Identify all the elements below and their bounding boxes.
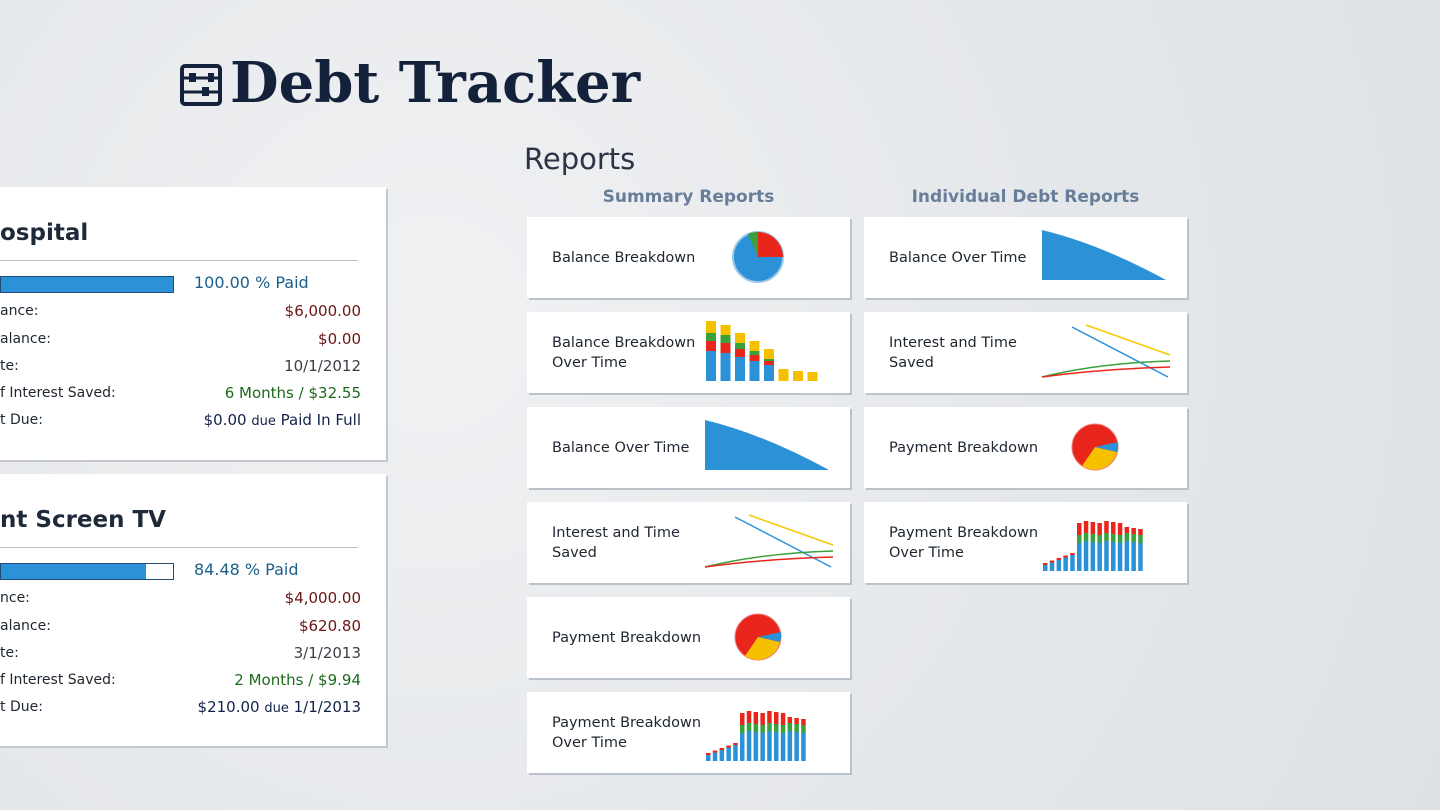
value-part: 1/1/2013 xyxy=(293,698,361,716)
percent-paid: 100.00 % Paid xyxy=(194,273,309,292)
value-part: 10/1/2012 xyxy=(284,357,361,375)
report-tile[interactable]: Balance Breakdown xyxy=(527,217,850,298)
row-value: $6,000.00 xyxy=(285,302,361,320)
row-value: $620.80 xyxy=(299,617,361,635)
report-icon xyxy=(704,514,834,568)
divider xyxy=(0,547,358,548)
divider xyxy=(0,260,358,261)
report-icon xyxy=(732,231,784,283)
report-tile[interactable]: Payment Breakdown Over Time xyxy=(527,692,850,773)
row-label: alance: xyxy=(0,331,51,347)
percent-paid: 84.48 % Paid xyxy=(194,560,299,579)
tile-label: Balance Over Time xyxy=(889,249,1027,266)
row-value: $4,000.00 xyxy=(285,589,361,607)
value-part: $9.94 xyxy=(318,671,361,689)
report-tile[interactable]: Interest and Time Saved xyxy=(864,312,1187,393)
report-tile[interactable]: Balance Breakdown Over Time xyxy=(527,312,850,393)
row-label: t Due: xyxy=(0,412,43,428)
reports-title: Reports xyxy=(524,142,636,176)
report-icon xyxy=(734,613,782,661)
progress-fill xyxy=(1,277,173,292)
report-tile[interactable]: Balance Over Time xyxy=(527,407,850,488)
debt-name: ospital xyxy=(0,220,89,246)
progress-bar xyxy=(0,276,174,293)
row-value: 3/1/2013 xyxy=(294,644,361,662)
tile-label: Interest and Time Saved xyxy=(889,334,1017,371)
report-icon xyxy=(1071,423,1119,471)
tile-label: Payment Breakdown xyxy=(552,629,702,646)
value-part: 6 Months xyxy=(224,384,294,402)
row-value: $0.00 due Paid In Full xyxy=(204,411,361,429)
tile-label: Payment Breakdown xyxy=(889,439,1039,456)
debt-card: ospital 100.00 % Paid ance: $6,000.00 alance… xyxy=(0,187,386,460)
report-tile[interactable]: Payment Breakdown xyxy=(527,597,850,678)
tile-label: Balance Over Time xyxy=(552,439,690,456)
value-part: due xyxy=(264,701,289,716)
report-icon xyxy=(706,711,806,761)
row-value: $210.00 due 1/1/2013 xyxy=(198,698,361,716)
row-label: te: xyxy=(0,358,19,374)
row-value: 2 Months / $9.94 xyxy=(234,671,361,689)
report-icon xyxy=(1043,521,1143,571)
report-icon xyxy=(1042,230,1166,280)
row-value: $0.00 xyxy=(318,330,361,348)
value-part: due xyxy=(251,414,276,429)
progress-bar xyxy=(0,563,174,580)
tile-label: Balance Breakdown xyxy=(552,249,696,266)
report-icon xyxy=(706,321,818,381)
row-label: ance: xyxy=(0,303,39,319)
app-title: Debt Tracker xyxy=(180,50,640,116)
tile-label: Balance Breakdown Over Time xyxy=(552,334,696,371)
debt-name: nt Screen TV xyxy=(0,507,166,533)
row-label: te: xyxy=(0,645,19,661)
value-part: / xyxy=(298,384,304,402)
row-value: 10/1/2012 xyxy=(284,357,361,375)
value-part: $6,000.00 xyxy=(284,302,361,320)
value-part: $32.55 xyxy=(308,384,362,402)
value-part: $0.00 xyxy=(203,411,247,429)
report-tile[interactable]: Payment Breakdown xyxy=(864,407,1187,488)
column-heading: Individual Debt Reports xyxy=(911,187,1140,207)
value-part: / xyxy=(308,671,314,689)
row-label: nce: xyxy=(0,590,30,606)
value-part: 2 Months xyxy=(234,671,304,689)
report-icon xyxy=(1041,324,1171,378)
value-part: $620.80 xyxy=(298,617,361,635)
tile-label: Interest and Time Saved xyxy=(552,524,680,561)
row-value: 6 Months / $32.55 xyxy=(225,384,361,402)
report-tile[interactable]: Balance Over Time xyxy=(864,217,1187,298)
row-label: t Due: xyxy=(0,699,43,715)
app-icon xyxy=(180,64,222,106)
row-label: f Interest Saved: xyxy=(0,385,116,401)
tile-label: Payment Breakdown Over Time xyxy=(889,524,1039,561)
column-heading: Summary Reports xyxy=(602,187,775,207)
value-part: $4,000.00 xyxy=(284,589,361,607)
progress-fill xyxy=(1,564,147,579)
value-part: $210.00 xyxy=(197,698,260,716)
report-tile[interactable]: Interest and Time Saved xyxy=(527,502,850,583)
title-text: Debt Tracker xyxy=(230,50,641,116)
value-part: Paid In Full xyxy=(280,411,361,429)
row-label: f Interest Saved: xyxy=(0,672,116,688)
report-tile[interactable]: Payment Breakdown Over Time xyxy=(864,502,1187,583)
tile-label: Payment Breakdown Over Time xyxy=(552,714,702,751)
value-part: 3/1/2013 xyxy=(293,644,361,662)
report-icon xyxy=(705,420,829,470)
debt-card: nt Screen TV 84.48 % Paid nce: $4,000.00 ala… xyxy=(0,474,386,746)
value-part: $0.00 xyxy=(318,330,361,348)
row-label: alance: xyxy=(0,618,51,634)
